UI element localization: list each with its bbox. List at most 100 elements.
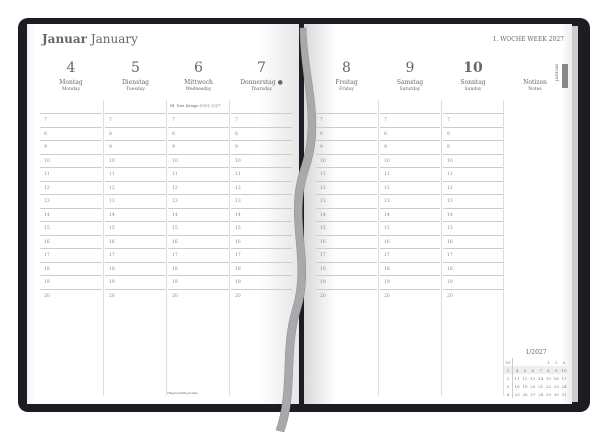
hour-slot[interactable]: 15 (40, 221, 102, 235)
hour-slot[interactable]: 8 (380, 126, 440, 141)
calendar-date[interactable]: 2 (554, 359, 558, 365)
hour-slot[interactable]: 16 (443, 234, 503, 249)
calendar-date[interactable]: 10 (560, 366, 568, 374)
calendar-date[interactable]: 28 (538, 391, 544, 397)
hour-slot[interactable]: 7 (231, 113, 292, 127)
hour-slot[interactable]: 19 (380, 275, 440, 289)
hour-slot[interactable]: 14 (316, 207, 377, 222)
hour-slot[interactable]: 17 (105, 248, 166, 262)
calendar-date[interactable]: 18 (514, 383, 520, 389)
calendar-date[interactable]: 1 (547, 359, 550, 365)
calendar-date[interactable]: 13 (530, 375, 536, 381)
hour-slot[interactable]: 20 (316, 288, 377, 303)
hour-slot[interactable]: 11 (231, 167, 292, 181)
hour-slot[interactable]: 15 (168, 221, 229, 235)
hour-slot[interactable]: 20 (443, 288, 503, 303)
hour-slot[interactable]: 18 (40, 261, 102, 276)
hour-slot[interactable]: 19 (231, 275, 292, 289)
hour-slot[interactable]: 12 (231, 180, 292, 195)
hour-slot[interactable]: 12 (380, 180, 440, 195)
calendar-date[interactable]: 24 (561, 383, 567, 389)
hour-slot[interactable]: 17 (231, 248, 292, 262)
hour-slot[interactable]: 18 (231, 261, 292, 276)
hour-slot[interactable]: 8 (231, 126, 292, 141)
hour-slot[interactable]: 10 (443, 153, 503, 168)
calendar-date[interactable]: 17 (561, 375, 567, 381)
hour-slot[interactable]: 14 (443, 207, 503, 222)
hour-slot[interactable]: 13 (231, 194, 292, 208)
hour-slot[interactable]: 14 (168, 207, 229, 222)
hour-slot[interactable]: 10 (231, 153, 292, 168)
calendar-date[interactable]: 5 (521, 366, 529, 374)
hour-slot[interactable]: 16 (105, 234, 166, 249)
calendar-date[interactable]: 15 (545, 375, 551, 381)
hour-slot[interactable]: 18 (443, 261, 503, 276)
hour-slot[interactable]: 11 (168, 167, 229, 181)
hour-slot[interactable]: 8 (105, 126, 166, 141)
hour-slot[interactable]: 20 (105, 288, 166, 303)
hour-slot[interactable]: 12 (316, 180, 377, 195)
calendar-date[interactable]: 23 (553, 383, 559, 389)
hour-slot[interactable]: 7 (443, 113, 503, 127)
calendar-date[interactable]: 11 (514, 375, 520, 381)
hour-slot[interactable]: 10 (40, 153, 102, 168)
hour-slot[interactable]: 10 (105, 153, 166, 168)
hour-slot[interactable]: 18 (380, 261, 440, 276)
calendar-date[interactable]: 20 (530, 383, 536, 389)
calendar-date[interactable]: 26 (522, 391, 528, 397)
hour-slot[interactable]: 15 (231, 221, 292, 235)
hour-slot[interactable]: 13 (443, 194, 503, 208)
hour-slot[interactable]: 9 (443, 140, 503, 154)
hour-slot[interactable]: 18 (316, 261, 377, 276)
hour-slot[interactable]: 10 (380, 153, 440, 168)
calendar-date[interactable]: 31 (561, 391, 567, 397)
hour-slot[interactable]: 7 (105, 113, 166, 127)
hour-slot[interactable]: 12 (443, 180, 503, 195)
hour-slot[interactable]: 16 (231, 234, 292, 249)
hour-slot[interactable]: 17 (443, 248, 503, 262)
calendar-date[interactable]: 16 (553, 375, 559, 381)
hour-slot[interactable]: 18 (168, 261, 229, 276)
hour-slot[interactable]: 19 (40, 275, 102, 289)
hour-slot[interactable]: 13 (168, 194, 229, 208)
hour-slot[interactable]: 13 (40, 194, 102, 208)
hour-slot[interactable]: 11 (316, 167, 377, 181)
hour-slot[interactable]: 9 (40, 140, 102, 154)
calendar-date[interactable]: 30 (553, 391, 559, 397)
hour-slot[interactable]: 16 (40, 234, 102, 249)
hour-slot[interactable]: 12 (105, 180, 166, 195)
calendar-date[interactable]: 4 (512, 366, 522, 374)
hour-slot[interactable]: 19 (316, 275, 377, 289)
hour-slot[interactable]: 8 (316, 126, 377, 141)
hour-slot[interactable]: 16 (380, 234, 440, 249)
hour-slot[interactable]: 10 (168, 153, 229, 168)
hour-slot[interactable]: 15 (316, 221, 377, 235)
calendar-date[interactable]: 3 (562, 359, 566, 365)
hour-slot[interactable]: 13 (316, 194, 377, 208)
hour-slot[interactable]: 18 (105, 261, 166, 276)
hour-slot[interactable]: 20 (168, 288, 229, 303)
hour-slot[interactable]: 7 (380, 113, 440, 127)
hour-slot[interactable]: 8 (40, 126, 102, 141)
calendar-date[interactable]: 22 (545, 383, 551, 389)
hour-slot[interactable]: 17 (168, 248, 229, 262)
hour-slot[interactable]: 16 (316, 234, 377, 249)
hour-slot[interactable]: 7 (316, 113, 377, 127)
hour-slot[interactable]: 14 (231, 207, 292, 222)
hour-slot[interactable]: 9 (316, 140, 377, 154)
hour-slot[interactable]: 11 (380, 167, 440, 181)
hour-slot[interactable]: 15 (443, 221, 503, 235)
hour-slot[interactable]: 20 (380, 288, 440, 303)
hour-slot[interactable]: 14 (105, 207, 166, 222)
calendar-date[interactable]: 25 (514, 391, 520, 397)
hour-slot[interactable]: 17 (380, 248, 440, 262)
calendar-date[interactable]: 12 (522, 375, 528, 381)
hour-slot[interactable]: 13 (105, 194, 166, 208)
calendar-date[interactable]: 21 (538, 383, 544, 389)
hour-slot[interactable]: 11 (40, 167, 102, 181)
hour-slot[interactable]: 13 (380, 194, 440, 208)
hour-slot[interactable]: 14 (40, 207, 102, 222)
hour-slot[interactable]: 12 (40, 180, 102, 195)
calendar-date[interactable]: 19 (522, 383, 528, 389)
hour-slot[interactable]: 15 (105, 221, 166, 235)
